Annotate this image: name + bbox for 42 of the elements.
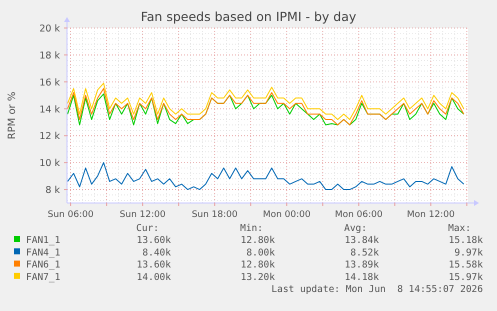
line-series [67, 162, 464, 190]
text: 13.84k [344, 235, 380, 246]
x-tick-label: Mon 12:00 [406, 210, 455, 220]
text: 13.20k [240, 272, 276, 283]
text: 12.80k [240, 260, 276, 271]
text: 8.40k [142, 247, 172, 258]
y-axis-title: RPM or % [7, 92, 18, 140]
x-tick-label: Mon 00:00 [262, 210, 311, 220]
text: Max: [448, 223, 471, 234]
y-tick-label: 16 k [39, 77, 60, 88]
y-tick-label: 14 k [39, 104, 60, 116]
text: 14.00k [136, 272, 172, 283]
x-tick-label: Sun 12:00 [120, 210, 166, 220]
text: Cur: [136, 223, 159, 234]
text: Last update: Mon Jun 8 14:55:07 2026 [271, 284, 484, 296]
y-tick-label: 18 k [39, 50, 60, 62]
x-tick-label: Sun 06:00 [48, 210, 94, 220]
text: 15.18k [448, 235, 484, 246]
text: 8.52k [350, 247, 380, 258]
text: 8.00k [246, 247, 276, 258]
y-tick-label: 8 k [45, 185, 60, 196]
y-tick-label: 10 k [39, 158, 60, 170]
text: 14.18k [344, 272, 380, 283]
chart-title: Fan speeds based on IPMI - by day [140, 9, 357, 24]
x-tick-label: Mon 06:00 [334, 210, 383, 220]
text: 13.89k [344, 260, 380, 271]
text: 9.97k [454, 247, 484, 258]
x-tick-label: Sun 18:00 [192, 210, 238, 220]
text: Min: [240, 223, 263, 234]
line-series [67, 82, 464, 120]
text: 15.58k [448, 260, 484, 271]
y-tick-label: 20 k [39, 24, 60, 34]
text: 13.60k [136, 260, 172, 271]
legend-label: FAN1_1 [26, 235, 61, 246]
text: Avg: [344, 223, 367, 234]
text: 15.97k [448, 272, 484, 283]
text: 13.60k [136, 235, 172, 246]
legend-label: FAN4_1 [26, 247, 61, 258]
text: 12.80k [240, 235, 276, 246]
y-tick-label: 12 k [39, 131, 60, 142]
legend-label: FAN7_1 [26, 272, 61, 283]
legend-label: FAN6_1 [26, 260, 61, 271]
